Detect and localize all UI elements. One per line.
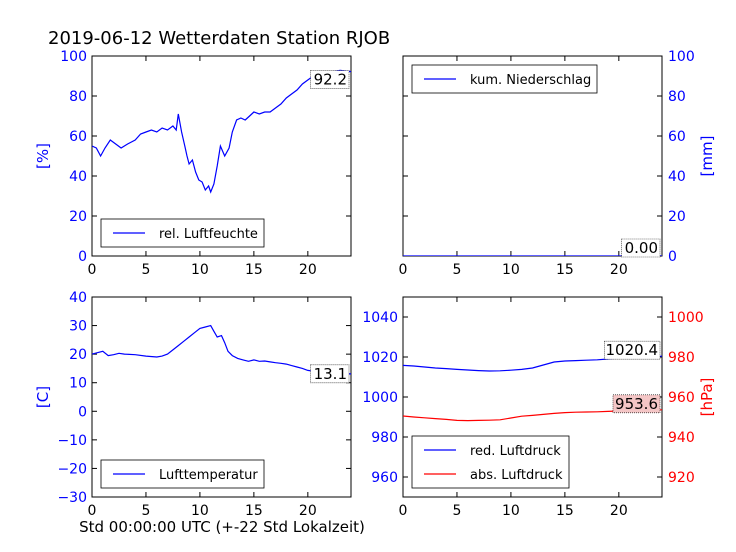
y-tick-label: 980 — [668, 350, 695, 366]
last-value-label: 1020.4 — [606, 341, 659, 359]
x-tick-label: 20 — [610, 503, 628, 519]
x-tick-label: 0 — [88, 503, 97, 519]
y-tick-label: 0 — [78, 404, 87, 420]
y-tick-label: −20 — [57, 461, 87, 477]
chart-panel-top-left: 0 5 10 15 20 0 20 40 60 80 100 [%] 92.2 rel. Luftfeuc… — [34, 49, 352, 278]
y-axis-label: [mm] — [698, 136, 716, 177]
y-tick-label: 40 — [69, 169, 87, 185]
y-tick-label: 20 — [69, 209, 87, 225]
y-tick-label: 20 — [69, 347, 87, 363]
y-axis-label: [%] — [34, 143, 52, 169]
x-tick-label: 5 — [141, 262, 150, 278]
y-tick-label: 40 — [69, 290, 87, 306]
legend-box — [411, 435, 570, 489]
figure-title: 2019-06-12 Wetterdaten Station RJOB — [48, 28, 390, 49]
y-axis-label: [C] — [34, 386, 52, 408]
x-tick-label: 0 — [88, 262, 97, 278]
y-tick-label: 1000 — [668, 310, 704, 326]
series-line-rel-luftfeuchte — [92, 69, 351, 194]
x-tick-label: 10 — [502, 262, 520, 278]
x-tick-label: 5 — [452, 262, 461, 278]
x-tick-label: 20 — [299, 503, 317, 519]
y-tick-label: 980 — [371, 430, 398, 446]
last-value-box — [612, 394, 661, 414]
legend-label: rel. Luftfeuchte — [159, 227, 258, 242]
y-tick-label: −10 — [57, 433, 87, 449]
y-tick-label: 60 — [69, 129, 87, 145]
y-tick-label: 80 — [69, 89, 87, 105]
y-tick-label: −30 — [57, 490, 87, 506]
last-value-box — [310, 364, 350, 384]
x-tick-label: 15 — [556, 503, 574, 519]
last-value-label: 953.6 — [615, 395, 658, 413]
y-tick-label: 20 — [668, 209, 686, 225]
legend-label: red. Luftdruck — [470, 444, 561, 459]
series-line-lufttemperatur — [92, 324, 351, 375]
legend-label: kum. Niederschlag — [470, 73, 591, 88]
last-value-label: 13.1 — [314, 365, 347, 383]
x-tick-label: 0 — [399, 262, 408, 278]
y-tick-label: 100 — [60, 49, 87, 65]
x-tick-label: 10 — [502, 503, 520, 519]
last-value-box — [604, 340, 661, 360]
y-tick-label: 1000 — [362, 390, 398, 406]
y-tick-label: 960 — [668, 390, 695, 406]
x-tick-label: 5 — [141, 503, 150, 519]
x-tick-label: 20 — [610, 262, 628, 278]
y-tick-label: 0 — [78, 249, 87, 265]
x-tick-label: 20 — [299, 262, 317, 278]
y-tick-label: 60 — [668, 129, 686, 145]
y-tick-label: 1020 — [362, 350, 398, 366]
y-tick-label: 960 — [371, 470, 398, 486]
x-tick-label: 0 — [399, 503, 408, 519]
y-tick-label: 40 — [668, 169, 686, 185]
chart-panel-top-right: 0 5 10 15 20 0 20 40 60 80 100 [mm] 0.00 kum. Nieders… — [399, 49, 716, 278]
y-tick-label: 920 — [668, 470, 695, 486]
y-axis-label: [hPa] — [698, 378, 716, 417]
legend-label: Lufttemperatur — [159, 468, 258, 483]
x-tick-label: 15 — [556, 262, 574, 278]
y-tick-label: 80 — [668, 89, 686, 105]
legend-label: abs. Luftdruck — [470, 468, 563, 483]
x-axis-label: Std 00:00:00 UTC (+-22 Std Lokalzeit) — [79, 518, 365, 536]
x-tick-label: 15 — [245, 262, 263, 278]
chart-panel-bottom-right: 0 5 10 15 20 960 980 1000 1020 1040 920 940 960 980 10… — [362, 296, 716, 519]
x-tick-label: 15 — [245, 503, 263, 519]
plot-frame — [91, 296, 352, 498]
chart-panel-bottom-left: 0 5 10 15 20 −30 −20 −10 0 10 20 30 40 [C] 13.1 Lufttem… — [34, 290, 352, 519]
x-tick-label: 10 — [191, 503, 209, 519]
y-tick-label: 940 — [668, 430, 695, 446]
y-tick-label: 1040 — [362, 310, 398, 326]
last-value-box — [310, 70, 350, 89]
plot-frame — [91, 55, 352, 257]
y-tick-label: 10 — [69, 376, 87, 392]
x-tick-label: 5 — [452, 503, 461, 519]
y-tick-label: 0 — [668, 249, 677, 265]
y-tick-label: 30 — [69, 319, 87, 335]
x-tick-label: 10 — [191, 262, 209, 278]
y-tick-label: 100 — [668, 49, 695, 65]
last-value-label: 92.2 — [314, 71, 347, 89]
last-value-label: 0.00 — [625, 239, 658, 257]
last-value-box — [621, 238, 661, 258]
